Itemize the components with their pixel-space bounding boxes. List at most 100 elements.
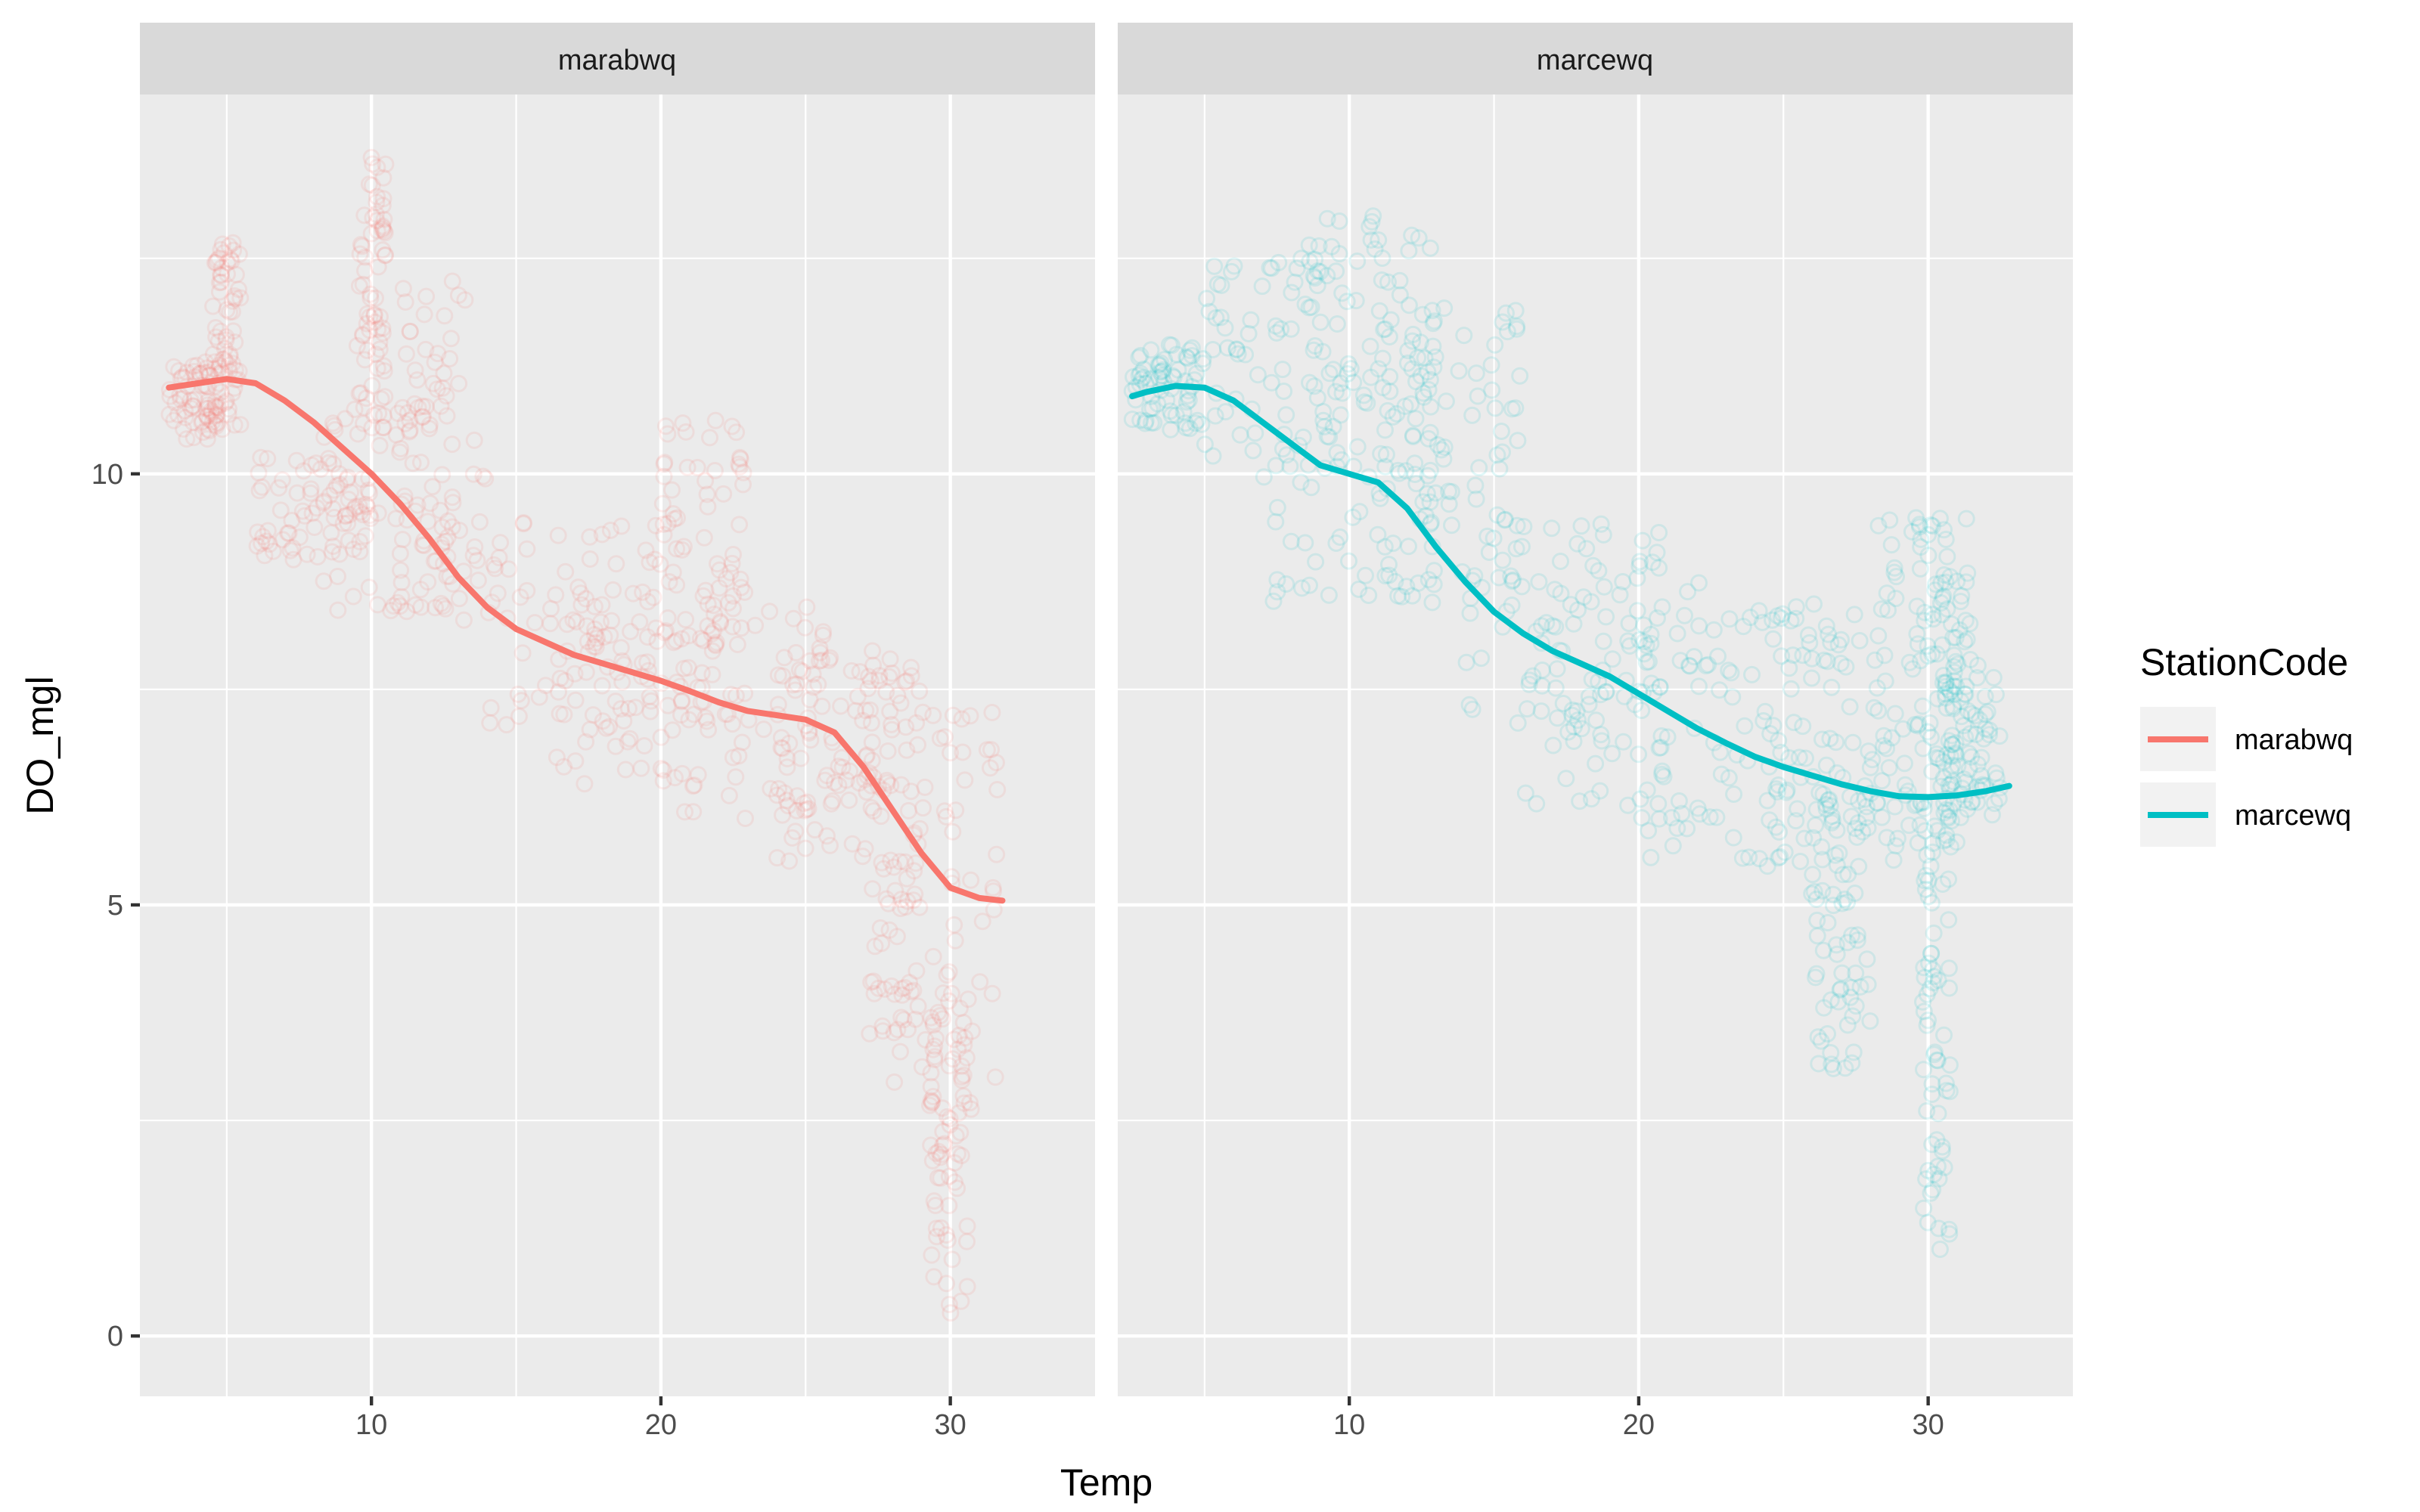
scatter-point	[1834, 866, 1852, 884]
scatter-point	[1344, 508, 1362, 526]
scatter-point	[1769, 607, 1786, 625]
scatter-point	[1976, 705, 1994, 723]
scatter-point	[1941, 1225, 1959, 1243]
scatter-point	[883, 977, 901, 995]
scatter-point	[700, 720, 718, 739]
scatter-point	[818, 827, 836, 845]
scatter-point	[1407, 475, 1426, 493]
scatter-point	[1945, 677, 1962, 696]
scatter-point	[221, 345, 239, 364]
scatter-point	[932, 1145, 951, 1163]
scatter-point	[1450, 362, 1468, 380]
scatter-point	[858, 783, 876, 801]
scatter-point	[768, 786, 786, 804]
scatter-point	[695, 528, 713, 547]
scatter-point	[1653, 765, 1671, 783]
scatter-point	[1267, 324, 1286, 342]
scatter-point	[324, 455, 343, 473]
scatter-point	[942, 1304, 960, 1322]
scatter-point	[1223, 262, 1240, 280]
scatter-point	[437, 387, 455, 405]
scatter-point	[1708, 808, 1726, 826]
scatter-point	[1461, 604, 1479, 622]
scatter-point	[727, 768, 745, 786]
scatter-point	[1833, 964, 1851, 982]
scatter-point	[1767, 780, 1786, 798]
scatter-point	[774, 806, 792, 824]
scatter-point	[1822, 991, 1840, 1009]
scatter-point	[1494, 551, 1512, 569]
scatter-point	[1794, 646, 1812, 665]
scatter-point	[873, 1022, 892, 1040]
scatter-point	[1814, 941, 1832, 959]
scatter-point	[669, 509, 686, 527]
scatter-point	[1333, 451, 1351, 469]
scatter-point	[956, 1029, 974, 1047]
scatter-point	[1419, 363, 1437, 381]
scatter-point	[293, 502, 312, 520]
scatter-point	[893, 986, 911, 1004]
scatter-point	[175, 389, 193, 407]
scatter-point	[1132, 370, 1150, 389]
scatter-point	[898, 741, 916, 759]
scatter-point	[212, 322, 230, 340]
scatter-point	[1404, 325, 1422, 343]
scatter-point	[821, 649, 839, 667]
scatter-point	[1307, 553, 1325, 571]
scatter-point	[1828, 945, 1846, 963]
scatter-point	[922, 1009, 940, 1027]
scatter-point	[962, 1100, 980, 1118]
scatter-point	[526, 614, 544, 632]
scatter-point	[387, 510, 405, 528]
scatter-point	[697, 708, 715, 727]
scatter-point	[443, 488, 461, 507]
facet-panel-marcewq: marcewq 10 20 30	[1118, 23, 2073, 1441]
scatter-point	[250, 463, 268, 482]
scatter-point	[871, 919, 889, 937]
scatter-point	[954, 1066, 973, 1084]
scatter-point	[849, 687, 867, 705]
scatter-point	[1926, 581, 1944, 600]
scatter-point	[864, 880, 882, 898]
scatter-point	[850, 774, 868, 792]
scatter-point	[209, 333, 228, 351]
scatter-point	[222, 250, 240, 268]
scatter-point	[351, 533, 369, 550]
scatter-point	[878, 771, 896, 789]
scatter-point	[1924, 843, 1941, 861]
scatter-point	[432, 594, 450, 612]
scatter-point	[1959, 800, 1977, 818]
scatter-point	[984, 878, 1002, 897]
scatter-point	[209, 249, 228, 268]
scatter-point	[1480, 544, 1498, 561]
scatter-point	[931, 730, 949, 748]
scatter-point	[438, 407, 456, 425]
scatter-point	[899, 801, 917, 820]
scatter-point	[1630, 557, 1649, 575]
scatter-point	[1851, 978, 1869, 996]
scatter-point	[1547, 679, 1565, 697]
scatter-point	[788, 787, 806, 805]
scatter-point	[1850, 792, 1867, 810]
scatter-point	[1267, 317, 1285, 335]
scatter-point	[1814, 785, 1832, 804]
scatter-point	[597, 719, 616, 737]
scatter-point	[322, 524, 340, 542]
scatter-point	[951, 999, 969, 1018]
scatter-point	[1496, 511, 1514, 529]
scatter-point	[1591, 782, 1609, 800]
scatter-point	[1262, 373, 1280, 392]
scatter-point	[342, 483, 360, 501]
scatter-point	[1503, 400, 1521, 418]
scatter-point	[901, 974, 919, 992]
scatter-point	[1923, 1086, 1941, 1103]
scatter-point	[854, 711, 872, 730]
scatter-point	[256, 547, 274, 565]
scatter-point	[389, 404, 407, 423]
scatter-point	[1787, 598, 1805, 616]
scatter-point	[941, 1116, 959, 1134]
scatter-point	[303, 504, 321, 522]
scatter-point	[896, 673, 914, 691]
scatter-point	[962, 871, 980, 889]
scatter-point	[914, 703, 932, 721]
